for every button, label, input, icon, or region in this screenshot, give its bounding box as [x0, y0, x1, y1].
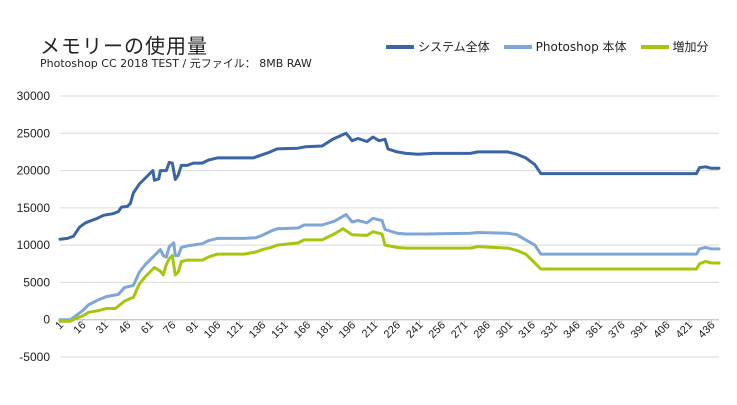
x-tick-label: 16 — [71, 319, 88, 336]
legend-item-photoshop: Photoshop 本体 — [503, 38, 627, 55]
y-tick-label: 30000 — [17, 89, 51, 103]
x-tick-label: 151 — [269, 319, 290, 340]
x-tick-label: 376 — [606, 319, 627, 340]
x-tick-label: 421 — [674, 319, 695, 340]
x-tick-label: 286 — [472, 319, 493, 340]
y-tick-label: 5000 — [23, 275, 50, 289]
chart-legend: システム全体 Photoshop 本体 増加分 — [386, 38, 709, 55]
legend-label-increase: 増加分 — [672, 40, 709, 54]
legend-label-photoshop: Photoshop 本体 — [535, 40, 627, 54]
x-tick-label: 256 — [427, 319, 448, 340]
legend-label-system: システム全体 — [418, 40, 490, 54]
x-tick-label: 136 — [247, 319, 268, 340]
x-tick-label: 61 — [139, 319, 156, 336]
x-tick-label: 226 — [382, 319, 403, 340]
x-tick-label: 331 — [539, 319, 560, 340]
y-tick-label: -5000 — [19, 350, 50, 364]
series-line-0 — [58, 131, 721, 241]
series-line-2 — [58, 227, 721, 323]
x-tick-label: 271 — [449, 319, 470, 340]
x-tick-label: 76 — [161, 319, 178, 336]
x-tick-label: 121 — [224, 319, 245, 340]
y-tick-label: 0 — [43, 313, 50, 327]
x-tick-label: 346 — [561, 319, 582, 340]
x-tick-label: 196 — [337, 319, 358, 340]
legend-swatch-system — [386, 44, 414, 49]
x-tick-label: 31 — [94, 319, 111, 336]
legend-item-system: システム全体 — [386, 38, 490, 55]
series-line-1 — [58, 213, 721, 322]
x-tick-label: 316 — [516, 319, 537, 340]
chart-subtitle: Photoshop CC 2018 TEST / 元ファイル： 8MB RAW — [40, 57, 312, 70]
legend-item-increase: 増加分 — [640, 38, 709, 55]
x-tick-label: 301 — [494, 319, 515, 340]
x-tick-label: 46 — [116, 319, 133, 336]
x-tick-label: 166 — [292, 319, 313, 340]
x-tick-label: 91 — [184, 319, 201, 336]
x-tick-label: 361 — [584, 319, 605, 340]
y-tick-label: 10000 — [17, 238, 51, 252]
legend-swatch-photoshop — [503, 44, 532, 49]
x-tick-label: 391 — [629, 319, 650, 340]
chart-title: メモリーの使用量 — [40, 34, 208, 58]
x-tick-label: 436 — [696, 319, 717, 340]
x-tick-label: 241 — [404, 319, 425, 340]
y-tick-label: 15000 — [17, 201, 51, 215]
x-tick-label: 106 — [202, 319, 223, 340]
y-tick-label: 25000 — [17, 126, 51, 140]
y-tick-label: 20000 — [17, 164, 51, 178]
x-tick-label: 211 — [360, 319, 381, 340]
x-tick-label: 181 — [314, 319, 335, 340]
x-tick-label: 406 — [651, 319, 672, 340]
legend-swatch-increase — [640, 44, 669, 49]
